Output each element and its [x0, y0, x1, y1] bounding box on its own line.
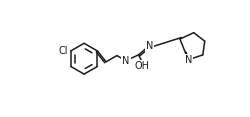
Text: OH: OH	[134, 61, 149, 71]
Text: Cl: Cl	[58, 46, 67, 56]
Text: N: N	[184, 55, 191, 65]
Text: N: N	[145, 41, 152, 51]
Text: N: N	[122, 56, 129, 66]
